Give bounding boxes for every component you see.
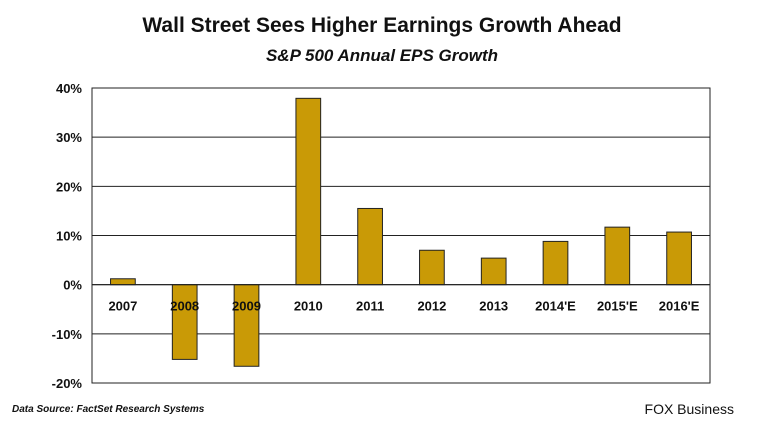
x-tick-label: 2010: [294, 299, 323, 314]
y-tick-label: 10%: [56, 229, 82, 244]
y-tick-label: 20%: [56, 179, 82, 194]
y-tick-label: 30%: [56, 130, 82, 145]
x-tick-label: 2009: [232, 299, 261, 314]
bar-2015e: [604, 226, 631, 286]
bar-2010: [295, 97, 322, 286]
plot-frame: [91, 87, 711, 384]
y-tick-label: 0%: [63, 278, 82, 293]
bar-2014e: [542, 240, 569, 286]
brand-label: FOX Business: [644, 401, 734, 417]
bar-2008: [171, 284, 198, 360]
chart-title: Wall Street Sees Higher Earnings Growth …: [142, 14, 622, 37]
bar-2009: [233, 284, 260, 367]
bar-2012: [419, 249, 445, 286]
data-source-note: Data Source: FactSet Research Systems: [12, 404, 205, 415]
x-tick-label: 2008: [170, 299, 199, 314]
y-tick-label: -10%: [52, 327, 83, 342]
x-tick-label: 2014'E: [535, 299, 576, 314]
x-tick-label: 2015'E: [597, 299, 638, 314]
y-tick-label: 40%: [56, 81, 82, 96]
x-tick-label: 2016'E: [659, 299, 700, 314]
x-tick-label: 2013: [479, 299, 508, 314]
y-tick-label: -20%: [52, 376, 83, 391]
x-tick-label: 2011: [356, 299, 384, 314]
bar-2016e: [666, 231, 692, 286]
bar-2007: [110, 278, 136, 286]
chart-subtitle: S&P 500 Annual EPS Growth: [265, 46, 499, 65]
bar-2011: [357, 207, 383, 286]
bar-2013: [480, 257, 507, 286]
x-tick-label: 2012: [417, 299, 446, 314]
x-tick-label: 2007: [108, 299, 137, 314]
